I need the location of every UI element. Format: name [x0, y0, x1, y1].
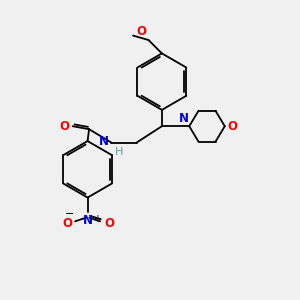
Text: N: N	[82, 214, 93, 227]
Text: O: O	[136, 25, 146, 38]
Text: O: O	[62, 217, 72, 230]
Text: O: O	[104, 217, 115, 230]
Text: H: H	[115, 147, 123, 157]
Text: O: O	[227, 120, 237, 133]
Text: N: N	[178, 112, 189, 125]
Text: O: O	[60, 120, 70, 133]
Text: +: +	[93, 214, 101, 224]
Text: −: −	[65, 209, 74, 219]
Text: N: N	[99, 135, 109, 148]
